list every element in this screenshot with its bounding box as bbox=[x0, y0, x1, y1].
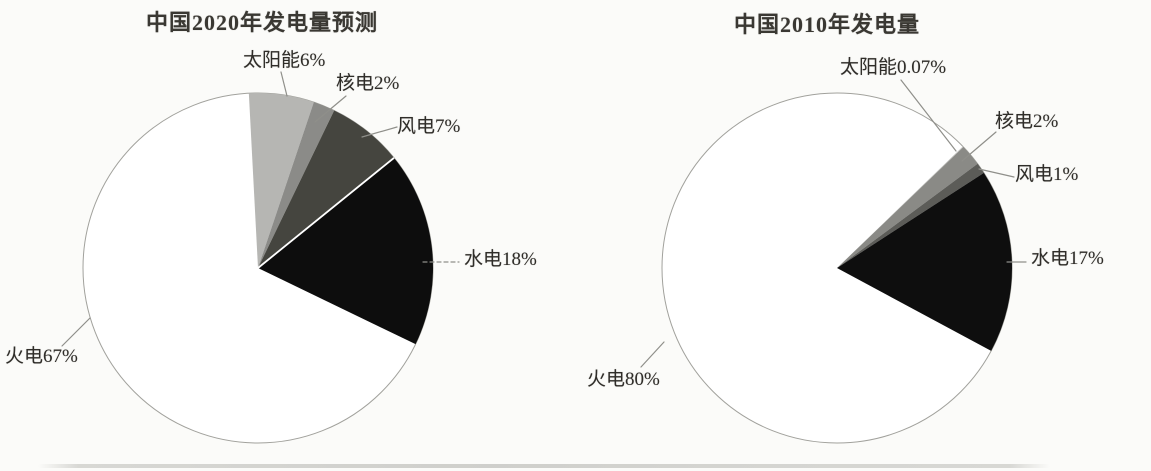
scan-artifact-rule bbox=[38, 464, 1050, 468]
slice-label-2020-wind: 风电7% bbox=[397, 116, 461, 137]
slice-label-2010-hydro: 水电17% bbox=[1031, 248, 1104, 269]
slice-separator-line bbox=[257, 157, 395, 269]
chart-title-2010: 中国2010年发电量 bbox=[734, 12, 921, 37]
slice-label-2010-thermal: 火电80% bbox=[587, 369, 660, 390]
pie-graphic-2020-forecast bbox=[82, 92, 434, 444]
slice-label-2020-solar: 太阳能6% bbox=[243, 50, 326, 71]
slice-label-2020-hydro: 水电18% bbox=[464, 249, 537, 270]
pie-slice-wind bbox=[837, 163, 984, 268]
chart-title-2020-forecast: 中国2020年发电量预测 bbox=[146, 10, 379, 35]
pie-slice-nuclear bbox=[837, 146, 978, 268]
pie-slice-solar bbox=[248, 92, 314, 268]
slice-label-2020-nuclear: 核电2% bbox=[336, 73, 400, 94]
pie-slice-hydro bbox=[837, 172, 1012, 351]
slice-label-2010-solar: 太阳能0.07% bbox=[840, 57, 947, 78]
pie-graphic-2010 bbox=[661, 92, 1013, 444]
slice-label-2020-thermal: 火电67% bbox=[5, 346, 78, 367]
slice-label-2010-wind: 风电1% bbox=[1015, 164, 1079, 185]
pie-slice-solar bbox=[837, 146, 964, 268]
pie-slice-hydro bbox=[258, 157, 434, 345]
slice-label-2010-nuclear: 核电2% bbox=[995, 111, 1059, 132]
pie-slice-wind bbox=[258, 110, 394, 268]
pie-slice-nuclear bbox=[258, 102, 335, 268]
